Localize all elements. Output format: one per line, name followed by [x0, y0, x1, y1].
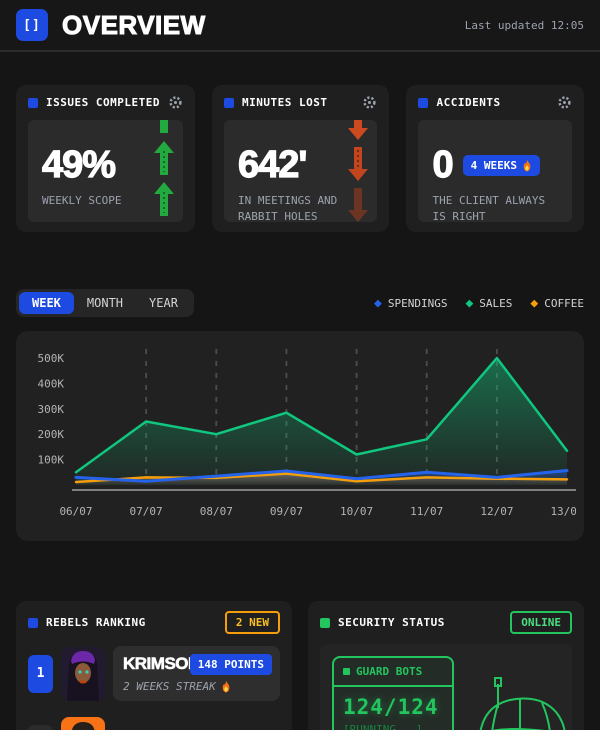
range-tabs: WEEK MONTH YEAR: [16, 289, 194, 317]
trend-up-arrows-icon: [153, 120, 174, 216]
svg-text:500K: 500K: [38, 352, 65, 365]
stat-card-accidents: ACCIDENTS 0 4 WEEKS THE CLIENT ALWAYS IS…: [406, 85, 584, 232]
flame-icon: [523, 160, 531, 172]
rank-number-badge: 2: [28, 725, 53, 730]
diamond-icon: ◆: [465, 295, 474, 311]
player-name: KRIMSON: [123, 654, 201, 674]
avatar-mati: [61, 717, 105, 730]
points-badge: 148 POINTS: [189, 654, 272, 675]
streak-weeks-badge: 4 WEEKS: [462, 155, 540, 177]
card-bullet-icon: [223, 97, 234, 108]
ranking-row-1[interactable]: 1 KRIMSON @KRIMSON 2 WEEKS STREAK 148 PO…: [28, 646, 280, 701]
logo-glyph: []: [23, 17, 41, 33]
avatar-krimson: [61, 646, 105, 701]
trend-down-arrows-icon: [348, 120, 369, 222]
chart-legend: ◆ SPENDINGS ◆ SALES ◆ COFFEE: [374, 297, 584, 310]
legend-label: COFFEE: [544, 296, 584, 310]
card-bullet-icon: [418, 97, 429, 108]
guard-bots-count: 124/124: [343, 695, 439, 719]
guard-bots-title: GUARD BOTS: [356, 665, 423, 678]
stat-card-minutes: MINUTES LOST 642' IN MEETINGS AND RABBIT…: [211, 85, 390, 232]
weekly-chart-card: 100K 200K 300K 400K 500K 06/07 07/07 08/07 09/07…: [16, 331, 584, 541]
app-header: [] OVERVIEW Last updated 12:05: [0, 0, 600, 52]
page-title: OVERVIEW: [62, 9, 206, 40]
svg-text:11/07: 11/07: [410, 505, 443, 518]
streak-label: 2 WEEKS STREAK: [123, 680, 216, 693]
settings-gear-icon[interactable]: [557, 95, 572, 110]
diamond-icon: ◆: [374, 295, 382, 311]
flame-icon: [222, 680, 230, 693]
card-bullet-icon: [28, 617, 38, 628]
settings-gear-icon[interactable]: [362, 95, 377, 110]
guard-bots-box: GUARD BOTS 124/124 [RUNNING...]: [332, 656, 454, 730]
tab-week[interactable]: WEEK: [19, 292, 74, 314]
streak-weeks-label: 4 WEEKS: [470, 159, 517, 173]
stats-row: ISSUES COMPLETED 49% WEEKLY SCOPE: [16, 85, 584, 232]
stat-caption: WEEKLY SCOPE: [42, 193, 122, 207]
rebels-ranking-card: REBELS RANKING 2 NEW 1 KRIMSON @KRIMSON …: [16, 601, 292, 730]
online-badge: ONLINE: [510, 611, 572, 634]
stat-card-title: MINUTES LOST: [241, 96, 328, 109]
diamond-icon: ◆: [530, 295, 539, 311]
svg-text:08/07: 08/07: [200, 505, 233, 518]
svg-text:09/07: 09/07: [270, 505, 303, 518]
stat-value: 49%: [41, 144, 116, 186]
rank-number-badge: 1: [28, 654, 53, 693]
card-bullet-icon: [28, 97, 38, 108]
svg-text:10/07: 10/07: [340, 505, 373, 518]
new-count-badge: 2 NEW: [224, 611, 280, 634]
stat-value: 0: [432, 144, 454, 186]
player-info-panel: KRIMSON @KRIMSON 2 WEEKS STREAK 148 POIN…: [113, 646, 280, 701]
last-updated-text: Last updated 12:05: [464, 18, 584, 32]
stat-caption: IN MEETINGS AND RABBIT HOLES: [237, 193, 338, 222]
player-info-panel: MATI @MATI 129 POINTS: [113, 717, 280, 730]
stat-card-title: ISSUES COMPLETED: [46, 96, 160, 109]
rebels-ranking-title: REBELS RANKING: [46, 616, 146, 629]
stat-panel: 642' IN MEETINGS AND RABBIT HOLES: [223, 120, 378, 222]
tab-month[interactable]: MONTH: [86, 296, 124, 310]
svg-text:13/07: 13/07: [550, 505, 576, 518]
card-bullet-icon: [320, 617, 330, 628]
streak-text: 2 WEEKS STREAK: [123, 680, 270, 693]
security-status-card: SECURITY STATUS ONLINE GUARD BOTS 124/12…: [308, 601, 584, 730]
stat-panel: 49% WEEKLY SCOPE: [28, 120, 183, 222]
svg-text:06/07: 06/07: [59, 505, 92, 518]
legend-item-sales[interactable]: ◆ SALES: [465, 297, 512, 310]
legend-item-spendings[interactable]: ◆ SPENDINGS: [374, 297, 447, 310]
guard-dot-icon: [343, 668, 350, 675]
ranking-row-2[interactable]: 2 MATI @MATI 129 POINTS: [28, 717, 280, 730]
svg-text:300K: 300K: [38, 403, 65, 416]
tab-year[interactable]: YEAR: [149, 296, 178, 310]
svg-text:100K: 100K: [38, 454, 65, 467]
stat-card-issues: ISSUES COMPLETED 49% WEEKLY SCOPE: [16, 85, 195, 232]
legend-item-coffee[interactable]: ◆ COFFEE: [530, 297, 584, 310]
stat-panel: 0 4 WEEKS THE CLIENT ALWAYS IS RIGHT: [418, 120, 572, 222]
area-chart: 100K 200K 300K 400K 500K 06/07 07/07 08/07 09/07…: [38, 349, 584, 518]
app-logo-icon: []: [16, 9, 48, 41]
chart-controls: WEEK MONTH YEAR ◆ SPENDINGS ◆ SALES ◆ CO…: [16, 289, 584, 317]
guard-bots-status: [RUNNING...]: [343, 723, 423, 730]
svg-text:200K: 200K: [38, 428, 65, 441]
legend-label: SALES: [479, 296, 513, 310]
guard-robot-wireframe-icon: [479, 677, 566, 730]
stat-caption: THE CLIENT ALWAYS IS RIGHT: [432, 193, 546, 222]
svg-text:07/07: 07/07: [130, 505, 163, 518]
legend-label: SPENDINGS: [387, 296, 448, 310]
svg-text:400K: 400K: [38, 378, 65, 391]
stat-value: 642': [237, 144, 308, 186]
security-status-title: SECURITY STATUS: [338, 616, 445, 629]
settings-gear-icon[interactable]: [168, 95, 183, 110]
svg-text:12/07: 12/07: [480, 505, 513, 518]
security-panel: GUARD BOTS 124/124 [RUNNING...]: [320, 644, 572, 730]
stat-card-title: ACCIDENTS: [436, 96, 501, 109]
